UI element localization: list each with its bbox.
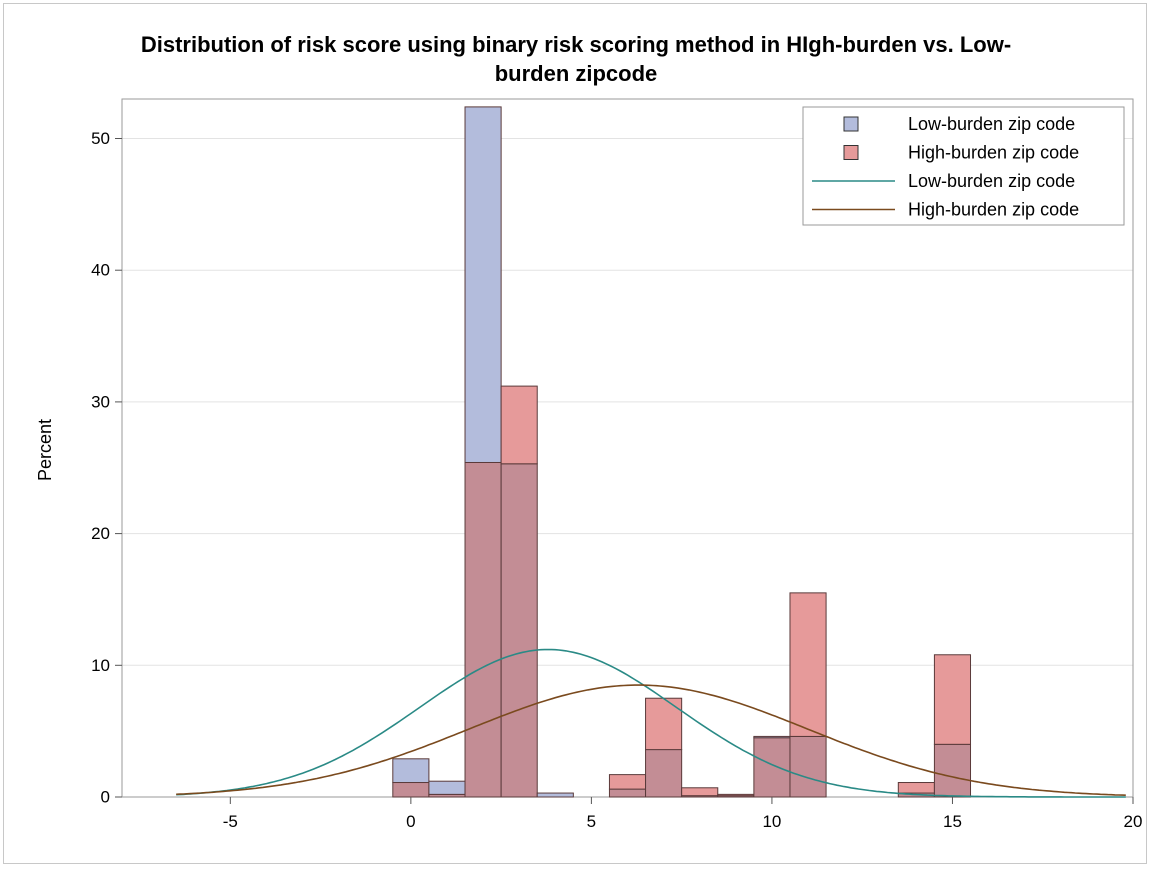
x-tick-label: 20 xyxy=(1124,812,1143,831)
bar-low-burden-4 xyxy=(536,792,574,798)
bar-overlap-2 xyxy=(464,461,502,798)
x-tick-label: 10 xyxy=(762,812,781,831)
bar-overlap-10 xyxy=(753,737,791,798)
bar-high-burden-9 xyxy=(717,793,755,797)
chart-title-line1: Distribution of risk score using binary … xyxy=(140,32,1012,57)
legend-label-high-burden-curve: High-burden zip code xyxy=(908,200,1079,220)
y-tick-label: 30 xyxy=(91,392,110,411)
legend-label-low-burden-curve: Low-burden zip code xyxy=(908,171,1075,191)
y-tick-label: 0 xyxy=(101,788,110,807)
chart-title-line2: burden zipcode xyxy=(494,61,658,86)
x-tick-label: 5 xyxy=(587,812,596,831)
bar-low-burden-1 xyxy=(428,780,466,795)
legend-label-high-burden-bar: High-burden zip code xyxy=(908,143,1079,163)
curve-high-burden xyxy=(176,684,1126,796)
bar-overlap-6 xyxy=(608,788,647,798)
x-tick-label: 0 xyxy=(406,812,415,831)
bar-overlap-11 xyxy=(789,735,827,798)
legend-label-low-burden-bar: Low-burden zip code xyxy=(908,114,1075,134)
curve-low-burden xyxy=(176,648,1126,798)
bar-low-burden-10 xyxy=(753,735,791,739)
bar-high-burden-8 xyxy=(681,787,719,797)
x-tick-label: -5 xyxy=(223,812,238,831)
y-tick-label: 50 xyxy=(91,129,110,148)
bar-low-burden-2 xyxy=(464,106,502,463)
legend-swatch-high-burden-bar xyxy=(843,145,859,160)
bar-overlap-0 xyxy=(392,782,430,798)
x-tick-label: 15 xyxy=(943,812,962,831)
y-tick-label: 20 xyxy=(91,524,110,543)
bar-high-burden-11 xyxy=(789,592,827,737)
bar-high-burden-6 xyxy=(608,774,647,790)
bar-overlap-3 xyxy=(500,463,538,798)
bar-low-burden-0 xyxy=(392,758,430,784)
y-tick-label: 40 xyxy=(91,261,110,280)
bar-overlap-7 xyxy=(645,749,683,798)
y-tick-label: 10 xyxy=(91,656,110,675)
chart-title: Distribution of risk score using binary … xyxy=(0,30,1152,88)
bar-high-burden-14 xyxy=(897,782,935,794)
bar-high-burden-7 xyxy=(645,697,683,751)
bar-overlap-15 xyxy=(933,743,972,798)
legend-swatch-low-burden-bar xyxy=(843,116,859,132)
bar-high-burden-3 xyxy=(500,385,538,465)
bar-high-burden-15 xyxy=(933,654,972,745)
